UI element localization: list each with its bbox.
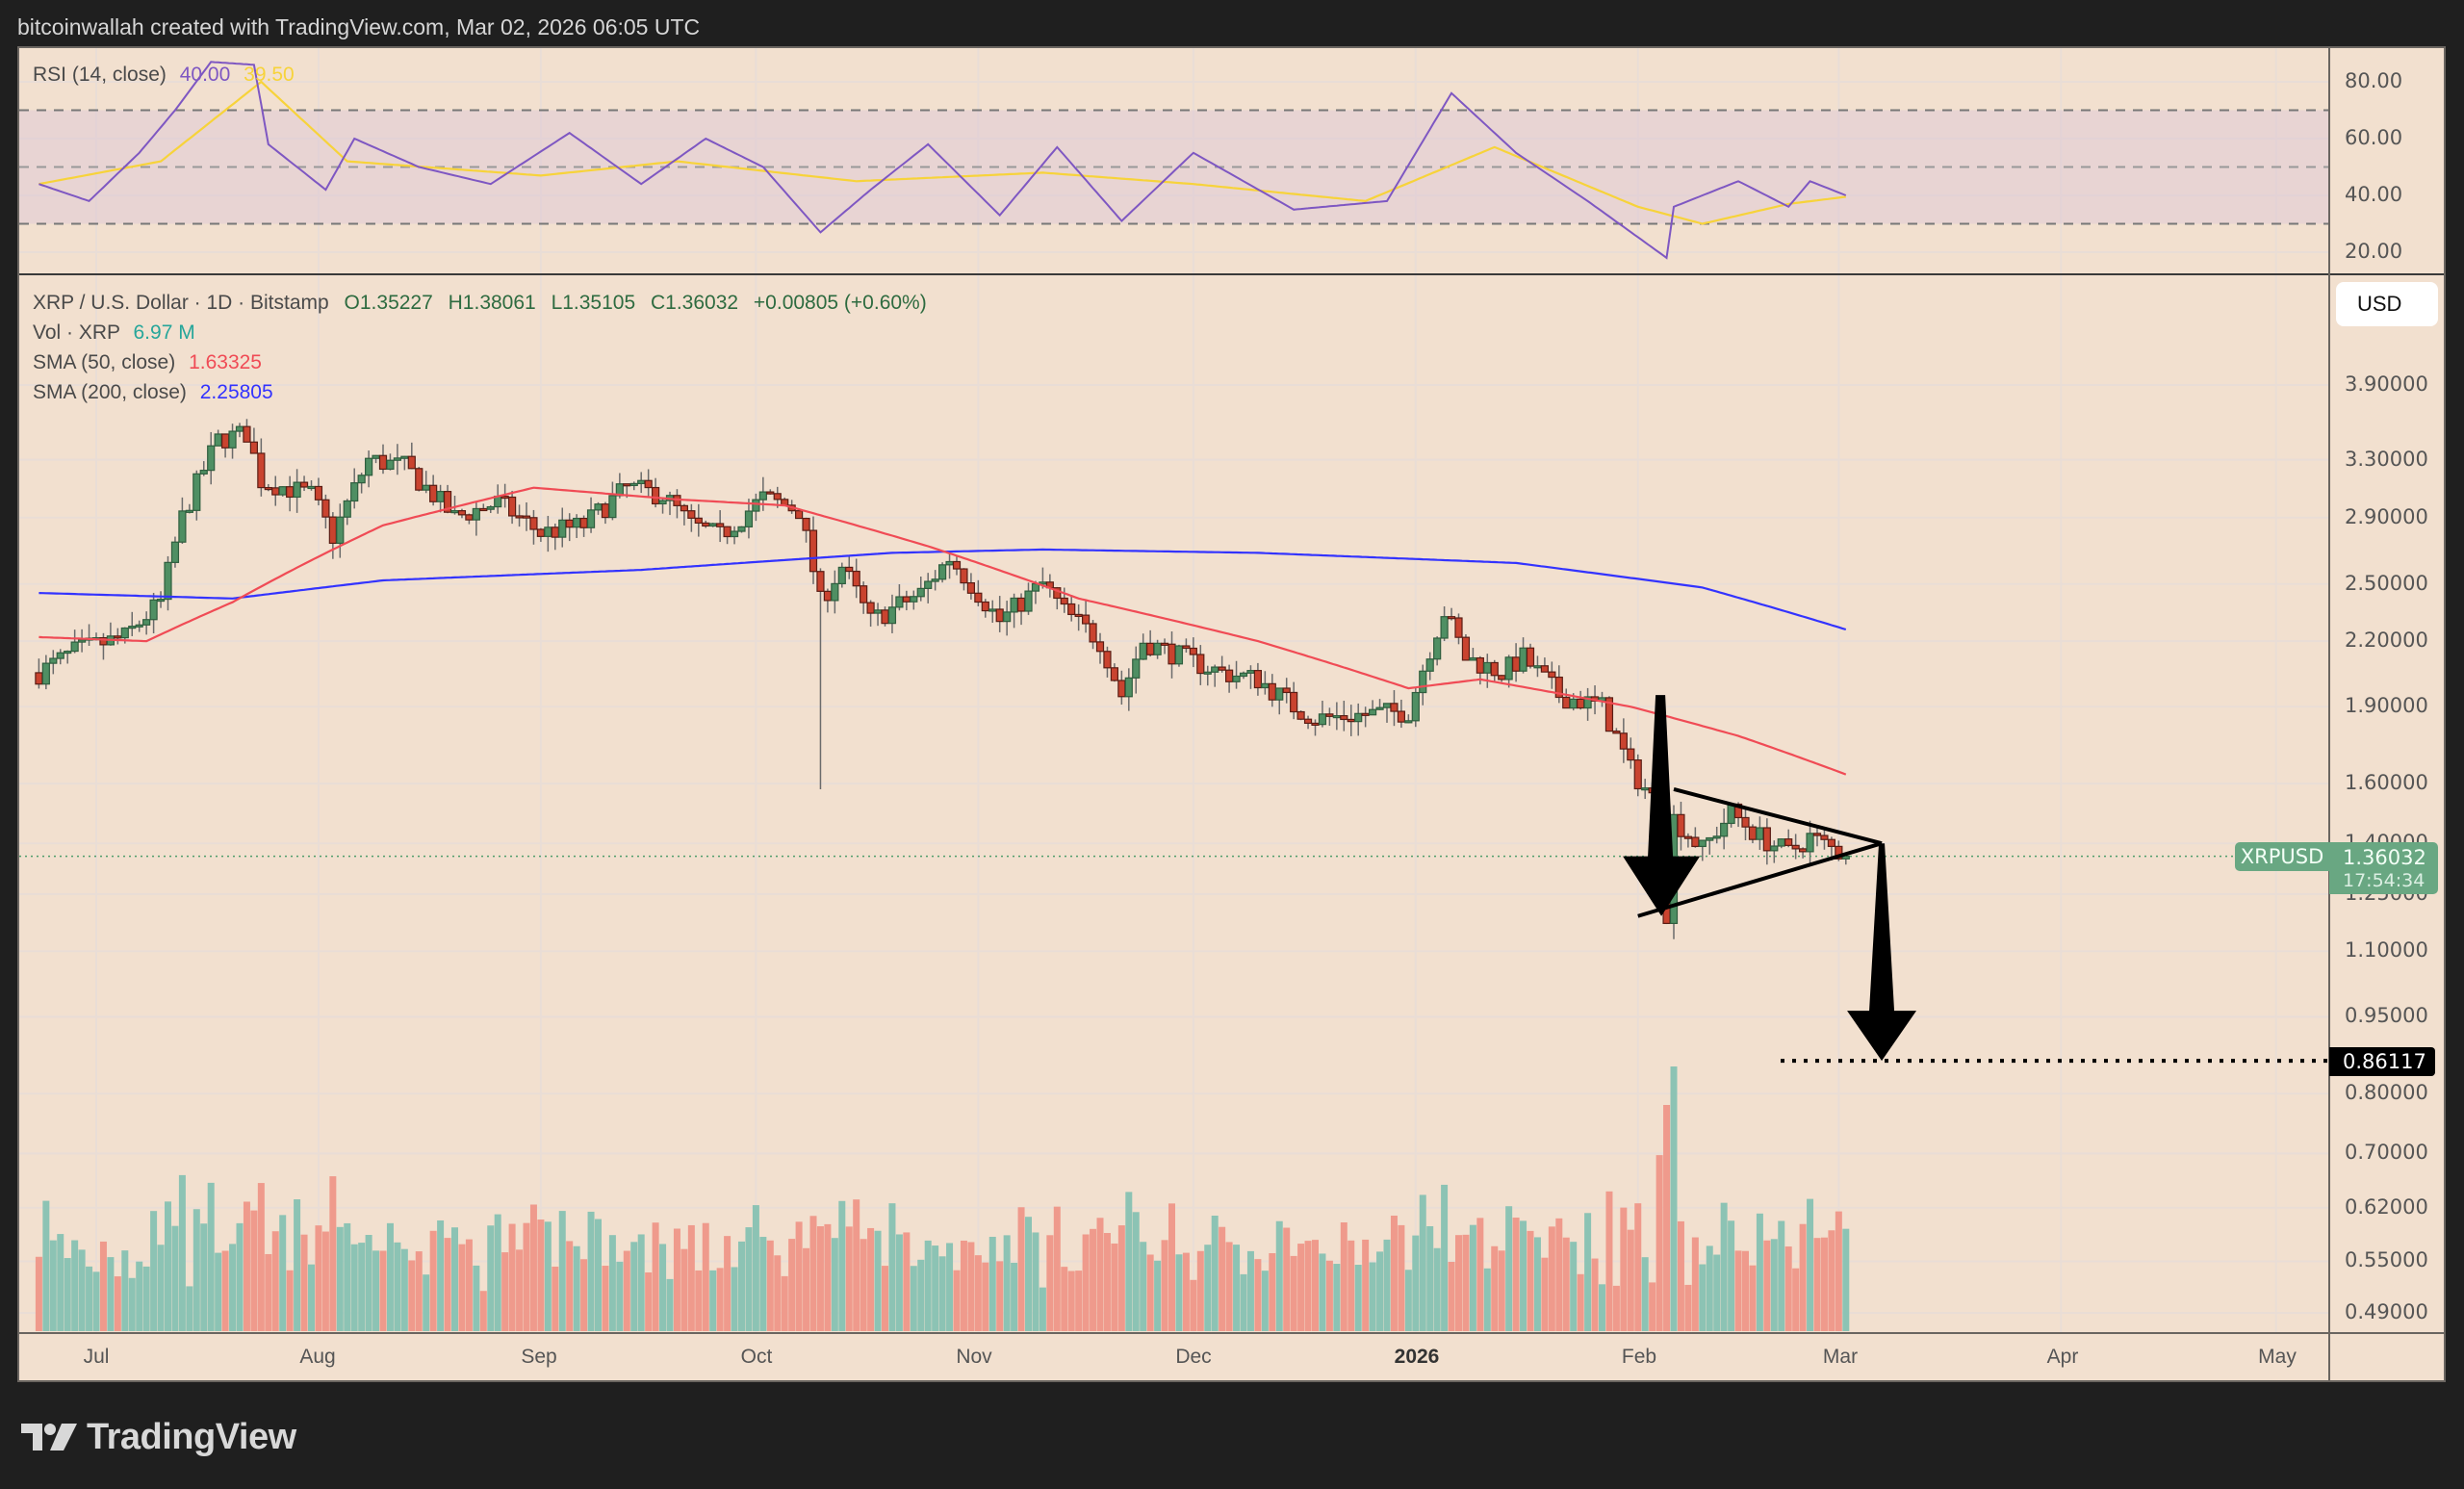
currency-button[interactable]: USD — [2336, 282, 2438, 326]
rsi-ma-line — [38, 80, 1846, 225]
ohlc-low: L1.35105 — [551, 292, 636, 314]
last-price-value: 1.36032 — [2343, 846, 2426, 869]
time-axis-label: Oct — [740, 1346, 773, 1368]
time-axis-label: 2026 — [1394, 1346, 1440, 1368]
price-axis-label: 0.80000 — [2345, 1081, 2428, 1105]
price-axis-label: 0.95000 — [2345, 1004, 2428, 1028]
sma200-value: 2.25805 — [199, 381, 273, 403]
grid — [19, 48, 2329, 1333]
time-axis-label: Mar — [1822, 1346, 1859, 1368]
symbol-price-tag: XRPUSD — [2235, 842, 2329, 871]
price-axis-label: 0.49000 — [2345, 1300, 2428, 1324]
sma200-legend: SMA (200, close) 2.25805 — [33, 381, 273, 404]
flagpole-arrow-icon — [1623, 695, 1701, 916]
symbol-legend: XRP / U.S. Dollar · 1D · Bitstamp O1.352… — [33, 292, 927, 315]
price-axis-label: 2.90000 — [2345, 504, 2428, 528]
pattern-annotations — [1623, 695, 2329, 1064]
rsi-axis-label: 40.00 — [2345, 183, 2403, 206]
time-axis-label: May — [2258, 1346, 2297, 1368]
price-axis-label: 0.62000 — [2345, 1194, 2428, 1219]
ohlc-high: H1.38061 — [448, 292, 536, 314]
rsi-axis-label: 20.00 — [2345, 240, 2403, 263]
bar-countdown: 17:54:34 — [2343, 870, 2426, 891]
last-price-tag: 1.36032 17:54:34 — [2329, 842, 2438, 894]
sma50-label[interactable]: SMA (50, close) — [33, 351, 176, 373]
rsi-label: RSI (14, close) — [33, 64, 167, 86]
price-axis-label: 3.90000 — [2345, 372, 2428, 396]
volume-label[interactable]: Vol · XRP — [33, 321, 120, 344]
time-axis-label: Dec — [1175, 1346, 1212, 1368]
time-axis-label: Apr — [2046, 1346, 2079, 1368]
price-axis-label: 0.70000 — [2345, 1141, 2428, 1165]
tradingview-logo-icon — [21, 1424, 77, 1450]
rsi-value: 40.00 — [179, 64, 231, 86]
time-axis-label: Aug — [299, 1346, 336, 1368]
sma50-line — [38, 486, 1847, 776]
target-price-tag: 0.86117 — [2329, 1047, 2435, 1076]
time-axis-label: Jul — [83, 1346, 110, 1368]
price-axis-label: 1.90000 — [2345, 694, 2428, 718]
tradingview-logo[interactable]: TradingView — [21, 1415, 296, 1459]
ohlc-close: C1.36032 — [651, 292, 739, 314]
attribution-header: bitcoinwallah created with TradingView.c… — [17, 14, 701, 39]
ohlc-change: +0.00805 (+0.60%) — [753, 292, 927, 314]
rsi-axis-label: 60.00 — [2345, 126, 2403, 149]
rsi-ma-value: 39.50 — [244, 64, 295, 86]
sma50-value: 1.63325 — [189, 351, 262, 373]
volume-bars — [35, 1066, 1850, 1331]
time-axis-label: Sep — [521, 1346, 557, 1368]
projection-arrow-icon — [1847, 843, 1917, 1062]
sma200-label[interactable]: SMA (200, close) — [33, 381, 187, 403]
symbol-title[interactable]: XRP / U.S. Dollar · 1D · Bitstamp — [33, 292, 329, 314]
time-axis-label: Nov — [956, 1346, 992, 1368]
tradingview-brand: TradingView — [87, 1416, 296, 1457]
price-axis-label: 1.60000 — [2345, 771, 2428, 795]
rsi-line — [38, 61, 1847, 260]
ohlc-open: O1.35227 — [344, 292, 433, 314]
volume-value: 6.97 M — [133, 321, 195, 344]
chart-frame[interactable] — [17, 46, 2446, 1382]
candles — [35, 419, 1850, 939]
price-axis-label: 0.55000 — [2345, 1248, 2428, 1272]
sma50-legend: SMA (50, close) 1.63325 — [33, 351, 262, 374]
price-axis-label: 3.30000 — [2345, 447, 2428, 471]
price-axis-label: 1.10000 — [2345, 938, 2428, 963]
volume-legend: Vol · XRP 6.97 M — [33, 321, 195, 345]
rsi-legend: RSI (14, close) 40.00 39.50 — [33, 64, 295, 87]
time-axis-label: Feb — [1621, 1346, 1657, 1368]
price-axis-label: 2.50000 — [2345, 571, 2428, 595]
rsi-axis-label: 80.00 — [2345, 69, 2403, 92]
price-axis-label: 2.20000 — [2345, 629, 2428, 653]
